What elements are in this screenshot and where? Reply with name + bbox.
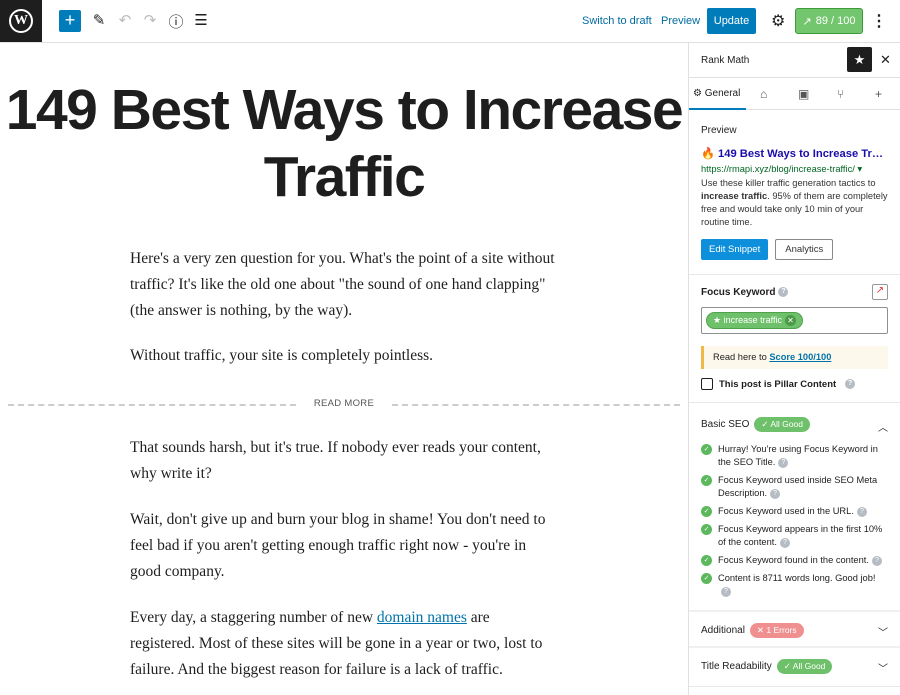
score-notice: Read here to Score 100/100 xyxy=(701,346,888,369)
title-readability-header[interactable]: Title Readability ✓ All Good xyxy=(701,659,888,674)
chart-icon: ↗ xyxy=(802,15,812,28)
wordpress-logo[interactable]: W xyxy=(0,0,42,42)
read-more-divider[interactable]: READ MORE xyxy=(8,398,680,412)
help-icon[interactable]: ? xyxy=(778,287,789,298)
editor-canvas: 149 Best Ways to Increase Traffic Here's… xyxy=(0,43,688,695)
rank-math-score-button[interactable]: ↗ 89 / 100 xyxy=(795,8,863,34)
snippet-description: Use these killer traffic generation tact… xyxy=(701,178,888,227)
chevron-down-icon[interactable]: ﹀ xyxy=(878,664,888,675)
seo-check-item: ✓ Content is 8711 words long. Good job!? xyxy=(701,572,888,598)
post-title[interactable]: 149 Best Ways to Increase Traffic xyxy=(5,78,684,209)
preview-heading: Preview xyxy=(701,125,737,136)
tab-advanced-toolbox-icon[interactable]: ⌂ xyxy=(760,87,768,101)
check-circle-icon: ✓ xyxy=(701,444,712,455)
analytics-button[interactable]: Analytics xyxy=(775,239,834,260)
paragraph[interactable]: Wait, don't give up and burn your blog i… xyxy=(130,511,546,580)
domain-names-link[interactable]: domain names xyxy=(376,609,467,626)
pillar-content-checkbox[interactable] xyxy=(701,378,713,390)
paragraph[interactable]: That sounds harsh, but it's true. If nob… xyxy=(130,439,541,482)
trends-icon[interactable]: ↗ xyxy=(872,284,888,300)
settings-gear-icon[interactable]: ⚙ xyxy=(771,13,786,30)
close-icon[interactable]: ✕ xyxy=(880,52,891,67)
help-icon[interactable]: ? xyxy=(770,488,781,499)
check-circle-icon: ✓ xyxy=(701,555,712,566)
chevron-up-icon[interactable]: ︿ xyxy=(878,423,888,434)
seo-check-item: ✓ Hurray! You're using Focus Keyword in t… xyxy=(701,443,888,469)
help-icon[interactable]: ? xyxy=(856,506,867,517)
keyword-tag: ★ increase traffic ✕ xyxy=(706,312,803,329)
update-button[interactable]: Update xyxy=(707,8,756,34)
seo-check-item: ✓ Focus Keyword appears in the first 10% … xyxy=(701,523,888,549)
paragraph[interactable]: Here's a very zen question for you. What… xyxy=(130,250,555,319)
help-icon[interactable]: ? xyxy=(871,555,882,566)
undo-icon[interactable]: ↶ xyxy=(118,12,132,29)
seo-check-item: ✓ Focus Keyword used inside SEO Meta Desc… xyxy=(701,474,888,500)
sidebar-title: Rank Math xyxy=(701,55,750,66)
check-circle-icon: ✓ xyxy=(701,573,712,584)
chevron-down-icon[interactable]: ﹀ xyxy=(878,628,888,639)
tab-schema-icon[interactable]: ▣ xyxy=(798,87,810,101)
snippet-title[interactable]: 🔥 149 Best Ways to Increase Traffic xyxy=(701,148,888,160)
seo-check-item: ✓ Focus Keyword found in the content.? xyxy=(701,554,888,567)
paragraph[interactable]: Without traffic, your site is completely… xyxy=(130,347,434,364)
top-toolbar: W + ✎ ↶ ↷ ⓘ ☰ Switch to draft Preview Up… xyxy=(0,0,900,43)
check-circle-icon: ✓ xyxy=(701,524,712,535)
add-block-button[interactable]: + xyxy=(59,10,81,32)
status-badge: ✓ All Good xyxy=(776,659,833,674)
preview-button[interactable]: Preview xyxy=(661,15,701,27)
additional-header[interactable]: Additional ✕ 1 Errors xyxy=(701,623,888,638)
tab-general[interactable]: ⚙ General xyxy=(693,88,741,99)
list-view-icon[interactable]: ☰ xyxy=(194,12,208,29)
score-link[interactable]: Score 100/100 xyxy=(769,352,832,362)
seo-check-item: ✓ Focus Keyword used in the URL.? xyxy=(701,505,888,518)
remove-keyword-icon[interactable]: ✕ xyxy=(784,315,796,326)
help-icon[interactable]: ? xyxy=(721,586,731,597)
snippet-url: https://rmapi.xyz/blog/increase-traffic/… xyxy=(701,164,863,174)
redo-icon[interactable]: ↷ xyxy=(143,12,157,29)
check-circle-icon: ✓ xyxy=(701,506,712,517)
basic-seo-header[interactable]: Basic SEO ✓ All Good xyxy=(701,417,888,432)
help-icon[interactable]: ? xyxy=(845,379,856,389)
edit-snippet-button[interactable]: Edit Snippet xyxy=(701,239,769,260)
tab-add-icon[interactable]: + xyxy=(875,87,883,101)
paragraph[interactable]: Every day, a staggering number of new do… xyxy=(130,609,543,678)
switch-to-draft-button[interactable]: Switch to draft xyxy=(582,15,652,27)
pencil-icon[interactable]: ✎ xyxy=(92,12,106,29)
info-icon[interactable]: ⓘ xyxy=(168,14,184,31)
rank-math-sidebar: Rank Math ★ ✕ ⚙ General ⌂ ▣ ⑂ + Preview … xyxy=(688,43,900,695)
focus-keyword-label: Focus Keyword xyxy=(701,287,776,298)
gear-icon: ⚙ xyxy=(693,88,705,99)
star-icon[interactable]: ★ xyxy=(847,47,872,72)
tab-social-share-icon[interactable]: ⑂ xyxy=(837,87,845,101)
help-icon[interactable]: ? xyxy=(779,537,790,548)
focus-keyword-input[interactable]: ★ increase traffic ✕ xyxy=(701,307,888,334)
help-icon[interactable]: ? xyxy=(778,457,789,468)
status-badge: ✕ 1 Errors xyxy=(749,623,804,638)
more-options-icon[interactable]: ⋮ xyxy=(871,13,887,30)
status-badge: ✓ All Good xyxy=(754,417,810,432)
check-circle-icon: ✓ xyxy=(701,475,712,486)
